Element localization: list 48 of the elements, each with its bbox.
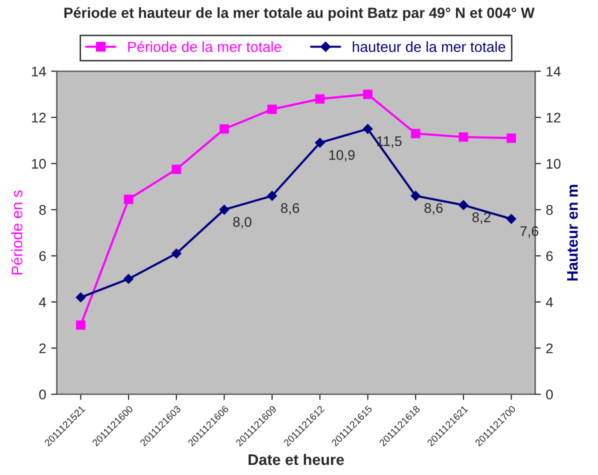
point [363, 90, 372, 100]
point [314, 138, 325, 148]
y-tick-label: 2 [39, 343, 46, 354]
y-tick-label: 6 [39, 251, 46, 261]
point [267, 104, 277, 114]
y2-axis-title: Hauteur en m [567, 184, 578, 281]
point [219, 204, 230, 215]
point [315, 94, 325, 104]
data-label: 10,9 [329, 150, 355, 162]
point [362, 124, 373, 134]
y2-tick-label: 2 [546, 343, 553, 354]
point [220, 124, 229, 134]
y-tick-label: 0 [39, 390, 46, 400]
point [76, 292, 86, 302]
data-label: 8,6 [281, 203, 300, 215]
x-axis-title: Date et heure [248, 454, 344, 466]
point [172, 164, 182, 174]
y2-tick-label: 14 [546, 66, 561, 76]
point [171, 248, 182, 258]
data-label: 11,5 [377, 136, 402, 148]
y2-tick-label: 8 [546, 205, 553, 215]
chart-title: Période et hauteur de la mer totale au point Batz par 49° N et 004° W [64, 7, 535, 21]
y2-tick-label: 10 [546, 158, 561, 169]
point [124, 274, 134, 284]
point [124, 194, 134, 204]
legend-label: Période de la mer totale [128, 41, 282, 52]
data-label: 8,0 [233, 216, 252, 228]
y-tick-label: 4 [38, 297, 46, 307]
point [458, 200, 468, 210]
y2-tick-label: 0 [546, 390, 553, 400]
y2-tick-label: 6 [546, 251, 553, 261]
legend-label: hauteur de la mer totale [352, 41, 506, 52]
point [506, 214, 516, 224]
data-label: 8,6 [424, 203, 443, 215]
y-tick-label: 8 [39, 205, 46, 215]
point [506, 133, 516, 143]
y-tick-label: 10 [32, 158, 46, 169]
y2-tick-label: 4 [546, 297, 553, 307]
point [458, 132, 468, 142]
point [410, 128, 420, 138]
data-label: 8,2 [472, 212, 490, 224]
y-tick-label: 14 [32, 66, 46, 76]
y-tick-label: 12 [32, 112, 46, 122]
y2-tick-label: 12 [546, 112, 560, 122]
point [267, 190, 278, 201]
y-axis-title: Période en s [10, 190, 22, 274]
point [76, 320, 86, 330]
point [410, 190, 421, 201]
